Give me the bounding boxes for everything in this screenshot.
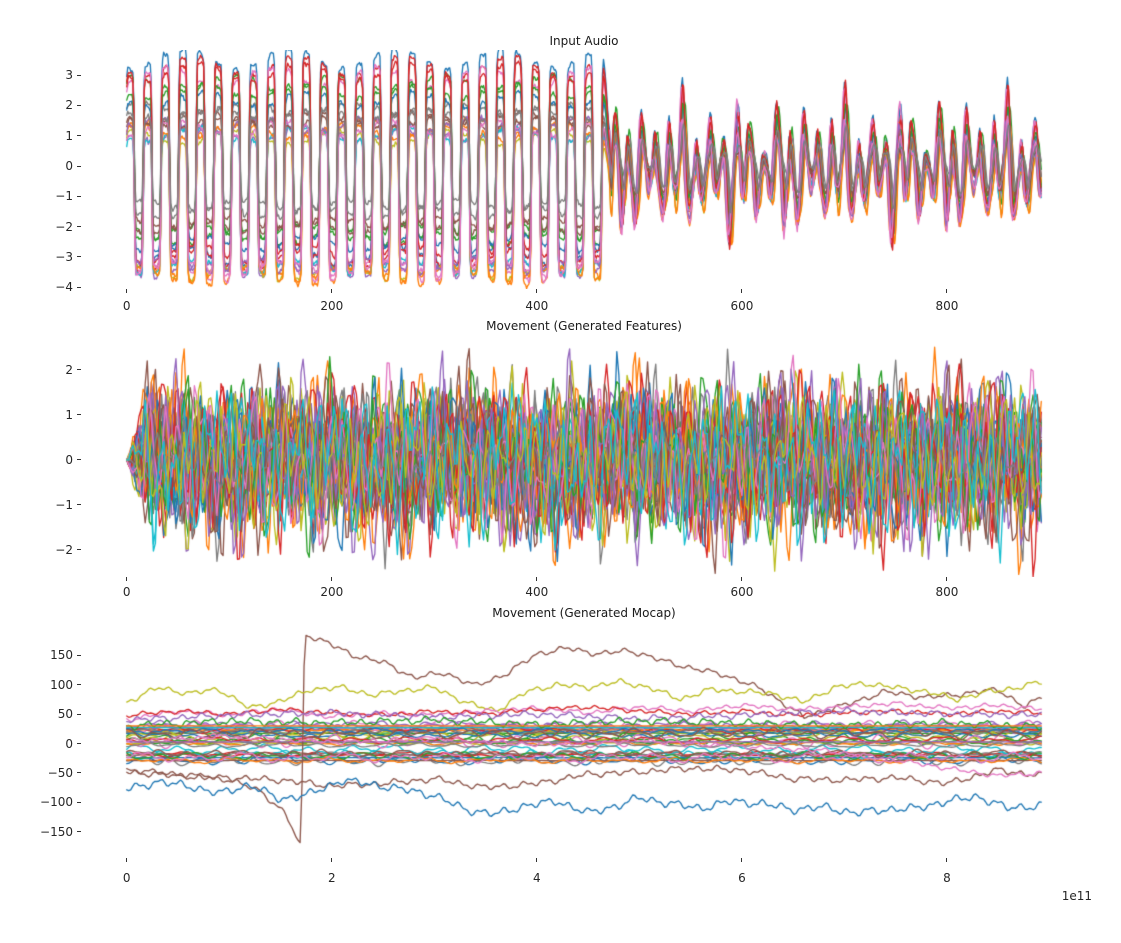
y-tick-label: 0 <box>65 159 73 174</box>
x-tick-label: 8 <box>943 871 951 885</box>
y-tick-label: 0 <box>65 452 73 467</box>
x-tick-mark <box>946 577 948 581</box>
y-tick-label: 2 <box>65 98 73 113</box>
y-tick-label: −1 <box>55 497 73 512</box>
subplot-title-movement-mocap: Movement (Generated Mocap) <box>492 606 676 620</box>
x-tick-label: 6 <box>738 871 746 885</box>
x-tick-label: 800 <box>935 299 959 313</box>
y-tick-mark <box>77 713 81 715</box>
y-tick-mark <box>77 772 81 774</box>
x-tick-mark <box>126 858 128 862</box>
y-tick-label: −4 <box>55 280 73 295</box>
y-tick-label: −150 <box>40 824 73 839</box>
x-tick-mark <box>536 577 538 581</box>
y-tick-mark <box>77 286 81 288</box>
x-tick-mark <box>331 858 333 862</box>
y-tick-mark <box>77 135 81 137</box>
y-tick-mark <box>77 743 81 744</box>
x-tick-label: 200 <box>320 585 344 599</box>
x-tick-label: 4 <box>533 871 541 885</box>
x-tick-label: 0 <box>122 585 131 599</box>
x-tick-label: 0 <box>122 871 131 885</box>
y-tick-label: 0 <box>65 736 73 751</box>
x-tick-mark <box>946 289 948 293</box>
x-tick-label: 0 <box>122 299 131 313</box>
y-tick-mark <box>77 504 81 506</box>
movement-mocap-line-plot <box>81 624 1087 858</box>
y-tick-mark <box>77 74 81 76</box>
x-tick-mark <box>331 577 333 581</box>
y-tick-label: −50 <box>47 765 73 780</box>
x-tick-mark <box>126 577 128 581</box>
x-tick-mark <box>536 289 538 293</box>
input-audio-line-plot <box>81 50 1087 289</box>
y-tick-mark <box>77 256 81 258</box>
y-tick-label: 1 <box>65 407 73 422</box>
y-tick-label: 100 <box>50 677 73 692</box>
y-tick-mark <box>77 549 81 551</box>
y-tick-label: 1 <box>65 128 73 143</box>
y-tick-label: −2 <box>55 542 73 557</box>
y-tick-mark <box>77 459 81 461</box>
y-tick-label: −1 <box>55 189 73 204</box>
x-tick-mark <box>741 858 743 862</box>
x-axis-scale-offset-label: 1e11 <box>1061 889 1092 903</box>
x-tick-mark <box>536 858 538 862</box>
y-tick-mark <box>77 226 81 228</box>
y-tick-mark <box>77 414 81 416</box>
x-tick-mark <box>741 577 743 581</box>
x-tick-mark <box>331 289 333 293</box>
x-tick-mark <box>126 289 128 293</box>
y-tick-mark <box>77 831 81 833</box>
y-tick-label: 50 <box>57 707 73 722</box>
x-tick-label: 400 <box>525 299 549 313</box>
y-tick-mark <box>77 654 81 656</box>
y-tick-mark <box>77 195 81 197</box>
x-tick-label: 2 <box>327 871 336 885</box>
x-tick-mark <box>741 289 743 293</box>
y-tick-mark <box>77 801 81 803</box>
y-tick-mark <box>77 104 81 106</box>
x-tick-label: 800 <box>935 585 959 599</box>
y-tick-label: −2 <box>55 219 73 234</box>
y-tick-label: −100 <box>40 795 73 810</box>
x-tick-label: 600 <box>730 299 754 313</box>
y-tick-label: 2 <box>65 362 73 377</box>
y-tick-label: 3 <box>65 68 73 83</box>
y-tick-mark <box>77 684 81 686</box>
subplot-title-input-audio: Input Audio <box>549 34 619 48</box>
subplot-title-movement-features: Movement (Generated Features) <box>486 319 682 333</box>
y-tick-mark <box>77 369 81 371</box>
x-tick-label: 400 <box>525 585 549 599</box>
x-tick-label: 200 <box>320 299 344 313</box>
movement-features-line-plot <box>81 341 1087 577</box>
y-tick-label: −3 <box>55 249 73 264</box>
x-tick-mark <box>946 858 948 862</box>
y-tick-label: 150 <box>50 648 73 663</box>
x-tick-label: 600 <box>730 585 754 599</box>
y-tick-mark <box>77 165 81 167</box>
